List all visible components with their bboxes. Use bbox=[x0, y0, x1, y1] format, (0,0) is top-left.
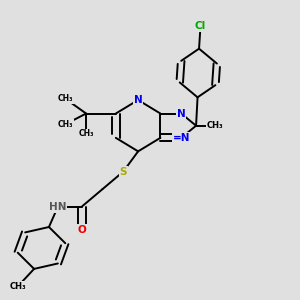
Text: CH₃: CH₃ bbox=[78, 129, 94, 138]
Text: CH₃: CH₃ bbox=[58, 120, 73, 129]
Text: N: N bbox=[177, 109, 186, 118]
Text: Cl: Cl bbox=[195, 21, 206, 31]
Text: S: S bbox=[119, 167, 127, 177]
Text: N: N bbox=[134, 95, 142, 105]
Text: CH₃: CH₃ bbox=[58, 94, 73, 103]
Text: =N: =N bbox=[172, 133, 190, 143]
Text: HN: HN bbox=[49, 202, 67, 212]
Text: CH₃: CH₃ bbox=[9, 282, 26, 291]
Text: CH₃: CH₃ bbox=[207, 121, 224, 130]
Text: O: O bbox=[77, 225, 86, 235]
